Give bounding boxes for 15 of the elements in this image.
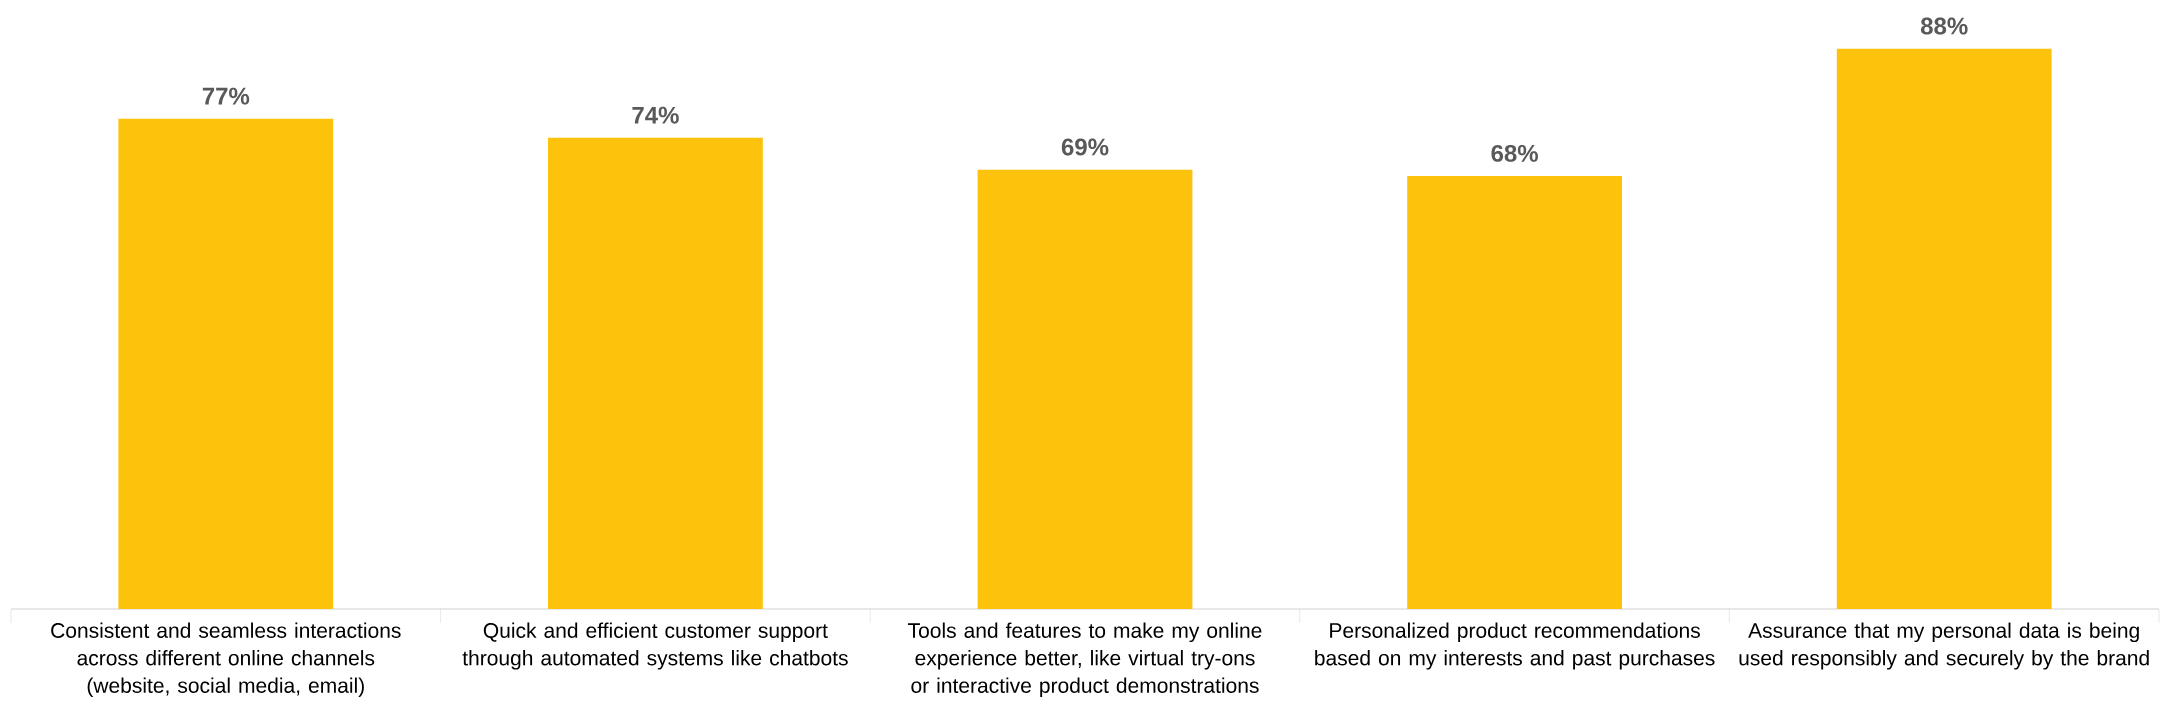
bar bbox=[1836, 48, 2052, 609]
x-tick-label: Personalized product recommendations based on my interests and past purchases bbox=[1315, 622, 1715, 670]
data-label: 88% bbox=[1920, 17, 1968, 35]
x-tick-label: Quick and efficient customer support through automated systems like chatbots bbox=[462, 622, 848, 670]
bar bbox=[977, 169, 1193, 609]
data-label: 69% bbox=[1061, 138, 1109, 156]
bar bbox=[118, 118, 334, 609]
data-label: 68% bbox=[1491, 144, 1538, 162]
x-tick-label: Tools and features to make my online experience better, like virtual try-ons or interactive product demonstrations bbox=[908, 622, 1262, 698]
bar bbox=[548, 137, 763, 609]
x-tick-label: Assurance that my personal data is being used responsibly and securely by the brand bbox=[1739, 622, 2149, 670]
x-tick-label: Consistent and seamless interactions across different online channels (website, social media, email) bbox=[51, 622, 401, 698]
data-label: 77% bbox=[202, 87, 250, 105]
bar bbox=[1407, 176, 1622, 609]
data-label: 74% bbox=[632, 106, 679, 124]
